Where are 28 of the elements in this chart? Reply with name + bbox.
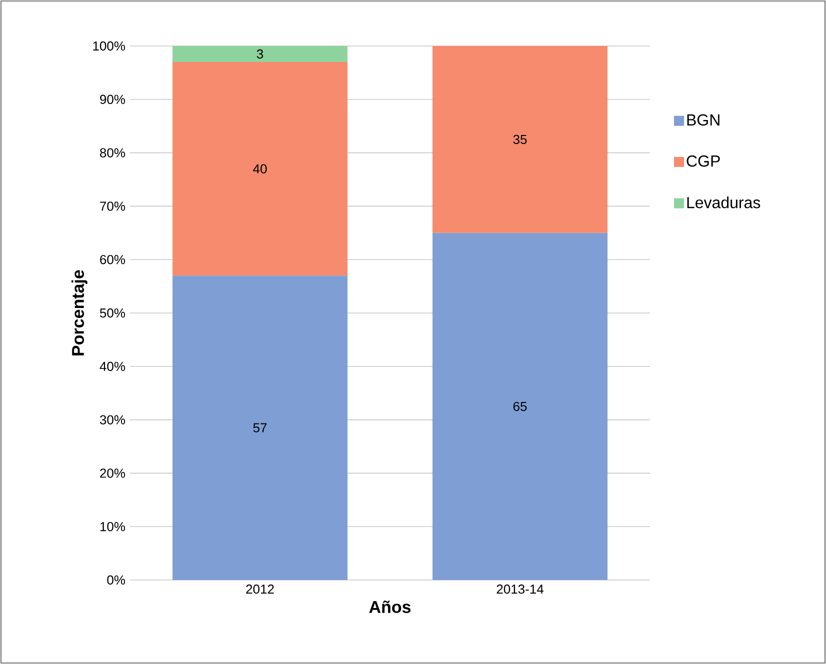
- y-tick-label: 10%: [100, 522, 126, 532]
- data-label: 40: [253, 164, 267, 174]
- y-tick-label: 90%: [100, 94, 126, 104]
- data-label: 57: [253, 423, 267, 432]
- bar: [432, 46, 608, 233]
- bar: [432, 232, 608, 580]
- y-tick-label: 30%: [100, 415, 126, 424]
- x-tick-label: 2012: [246, 584, 274, 594]
- y-tick-label: 0%: [107, 575, 126, 585]
- data-label: 3: [256, 49, 264, 59]
- y-tick-label: 80%: [100, 148, 126, 158]
- legend-label: Levaduras: [687, 196, 760, 208]
- bar: [172, 62, 348, 276]
- y-tick-label: 70%: [100, 202, 126, 211]
- data-label: 65: [513, 402, 527, 412]
- y-tick-label: 60%: [100, 254, 126, 264]
- bar: [172, 276, 348, 580]
- y-tick-label: 40%: [100, 362, 126, 371]
- data-label: 35: [513, 134, 527, 144]
- y-tick-label: 20%: [100, 468, 126, 478]
- y-tick-label: 50%: [100, 308, 126, 318]
- legend-label: BGN: [687, 114, 720, 126]
- y-axis-title: Porcentaje: [72, 270, 88, 356]
- x-tick-label: 2013-14: [496, 584, 544, 594]
- y-tick-label: 100%: [93, 41, 126, 51]
- bar: [172, 46, 348, 62]
- legend-label: CGP: [686, 155, 720, 167]
- x-axis-title: Años: [369, 600, 411, 614]
